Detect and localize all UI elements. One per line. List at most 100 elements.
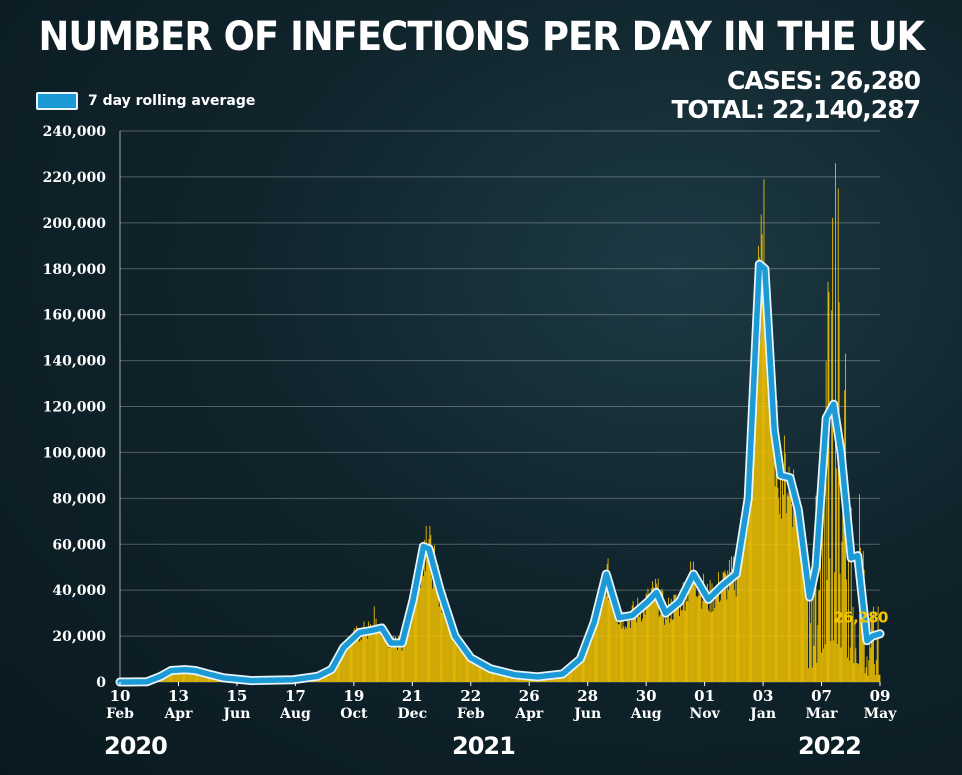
case-bar bbox=[581, 650, 583, 682]
case-bar bbox=[838, 302, 840, 682]
case-bar bbox=[704, 598, 705, 682]
case-bar bbox=[353, 630, 355, 682]
case-bar bbox=[644, 614, 646, 682]
case-bar bbox=[785, 513, 787, 682]
case-bar bbox=[830, 641, 832, 682]
case-bar bbox=[717, 593, 718, 682]
case-bar bbox=[357, 628, 358, 682]
case-bar bbox=[716, 585, 718, 682]
case-bar bbox=[658, 616, 660, 682]
legend: 7 day rolling average bbox=[36, 92, 255, 110]
case-bar bbox=[352, 636, 354, 682]
case-bar bbox=[453, 642, 455, 682]
case-bar bbox=[345, 653, 346, 682]
case-bar bbox=[396, 650, 398, 682]
x-tick-day: 07 bbox=[811, 687, 832, 705]
case-bar bbox=[617, 624, 619, 682]
case-bar bbox=[873, 606, 874, 682]
case-bar bbox=[770, 385, 772, 682]
case-bar bbox=[721, 589, 723, 682]
case-bar bbox=[821, 652, 822, 682]
case-bar bbox=[328, 671, 330, 682]
case-bar bbox=[738, 565, 740, 682]
case-bar bbox=[755, 389, 757, 682]
case-bar bbox=[784, 453, 786, 682]
case-bar bbox=[410, 607, 412, 682]
case-bar bbox=[860, 584, 862, 682]
case-bar bbox=[633, 616, 635, 682]
case-bar bbox=[344, 641, 345, 682]
case-bar bbox=[593, 629, 595, 682]
case-bar bbox=[680, 610, 682, 682]
case-bar bbox=[603, 573, 605, 682]
case-bar bbox=[403, 638, 405, 682]
case-bar bbox=[867, 675, 869, 682]
case-bar bbox=[203, 673, 205, 682]
case-bar bbox=[745, 494, 747, 682]
case-bar bbox=[602, 575, 603, 682]
case-bar bbox=[852, 606, 854, 682]
case-bar bbox=[440, 588, 442, 682]
case-bar bbox=[634, 612, 636, 682]
case-bar bbox=[334, 663, 336, 682]
case-bar bbox=[393, 635, 395, 682]
case-bar bbox=[444, 611, 446, 682]
case-bar bbox=[494, 670, 496, 682]
case-bar bbox=[718, 572, 719, 682]
case-bar bbox=[833, 640, 834, 682]
case-bar bbox=[761, 234, 763, 682]
case-bar bbox=[822, 648, 824, 682]
case-bar bbox=[608, 600, 610, 682]
case-bar bbox=[427, 552, 429, 682]
case-bar bbox=[870, 647, 872, 682]
case-bar bbox=[374, 624, 376, 682]
case-bar bbox=[206, 675, 208, 682]
case-bar bbox=[615, 613, 616, 682]
case-bar bbox=[875, 659, 877, 682]
case-bar bbox=[578, 662, 580, 682]
case-bar bbox=[463, 651, 465, 682]
case-bar bbox=[425, 525, 427, 682]
case-bar bbox=[479, 662, 481, 682]
case-bar bbox=[648, 605, 650, 682]
case-bar bbox=[383, 623, 384, 682]
case-bar bbox=[171, 672, 173, 682]
legend-swatch bbox=[36, 92, 78, 110]
case-bar bbox=[724, 570, 726, 682]
case-bar bbox=[331, 670, 332, 682]
case-bar bbox=[327, 671, 329, 682]
case-bar bbox=[583, 650, 585, 682]
case-bar bbox=[384, 627, 385, 682]
y-tick-label: 220,000 bbox=[43, 170, 107, 186]
case-bar bbox=[842, 478, 844, 682]
case-bar bbox=[874, 674, 876, 682]
case-bar bbox=[503, 674, 505, 682]
case-bar bbox=[722, 571, 724, 682]
case-bar bbox=[449, 634, 451, 682]
case-bar bbox=[823, 453, 825, 682]
case-bar bbox=[734, 562, 736, 682]
case-bar bbox=[418, 570, 420, 682]
case-bar bbox=[592, 618, 594, 682]
case-bar bbox=[456, 638, 458, 682]
case-bar bbox=[826, 579, 828, 682]
case-bar bbox=[325, 673, 327, 682]
case-bar bbox=[622, 611, 624, 682]
case-bar bbox=[397, 636, 399, 682]
case-bar bbox=[366, 635, 368, 682]
x-tick-day: 19 bbox=[343, 687, 364, 705]
case-bar bbox=[491, 669, 493, 682]
case-bar bbox=[812, 547, 814, 682]
case-bar bbox=[748, 461, 750, 682]
case-bar bbox=[625, 626, 627, 682]
case-bar bbox=[759, 338, 761, 682]
case-bar bbox=[347, 645, 349, 682]
case-bar bbox=[865, 667, 867, 682]
case-bar bbox=[713, 596, 715, 682]
case-bar bbox=[461, 651, 462, 682]
case-bar bbox=[340, 654, 342, 682]
case-bar bbox=[355, 638, 357, 682]
case-bar bbox=[423, 539, 425, 682]
case-bar bbox=[752, 363, 754, 682]
case-bar bbox=[686, 581, 688, 682]
